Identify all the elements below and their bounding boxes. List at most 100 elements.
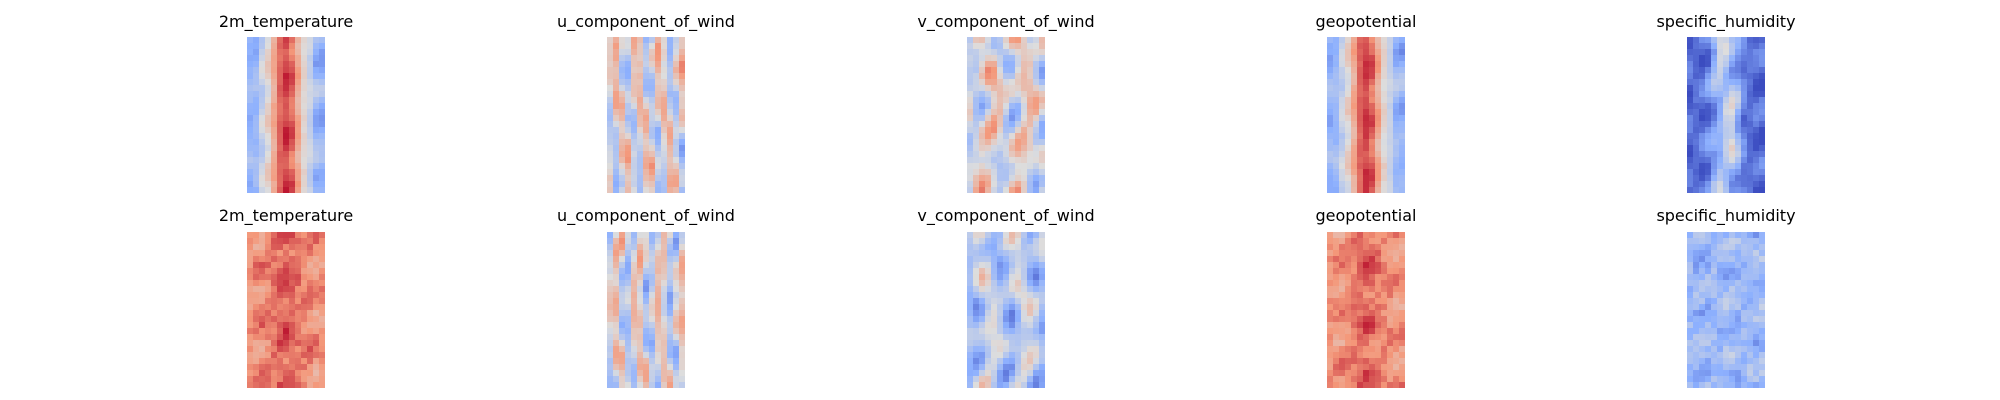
- heatmap-cell: [1747, 97, 1754, 104]
- heatmap-cell: [643, 139, 650, 146]
- heatmap-cell: [1369, 292, 1376, 299]
- heatmap-cell: [1345, 103, 1352, 110]
- heatmap-cell: [1705, 127, 1712, 134]
- heatmap-cell: [1339, 376, 1346, 383]
- heatmap-cell: [1747, 304, 1754, 311]
- heatmap-cell: [1705, 169, 1712, 176]
- heatmap-cell: [1705, 310, 1712, 317]
- heatmap-cell: [1687, 346, 1694, 353]
- heatmap-cell: [289, 358, 296, 365]
- heatmap-cell: [1717, 274, 1724, 281]
- heatmap-cell: [1387, 157, 1394, 164]
- heatmap-cell: [985, 151, 992, 158]
- heatmap-cell: [1735, 238, 1742, 245]
- heatmap-cell: [1333, 286, 1340, 293]
- heatmap-cell: [1327, 61, 1334, 68]
- heatmap-cell: [1711, 127, 1718, 134]
- heatmap-cell: [277, 79, 284, 86]
- heatmap-cell: [271, 376, 278, 383]
- heatmap-cell: [1327, 121, 1334, 128]
- heatmap-cell: [1687, 151, 1694, 158]
- heatmap-cell: [1039, 316, 1045, 323]
- heatmap-cell: [1369, 286, 1376, 293]
- heatmap-cell: [1735, 298, 1742, 305]
- heatmap-cell: [1009, 256, 1016, 263]
- heatmap-cell: [319, 67, 325, 74]
- heatmap-cell: [967, 97, 974, 104]
- heatmap-cell: [1009, 352, 1016, 359]
- heatmap-cell: [661, 67, 668, 74]
- heatmap-cell: [319, 268, 325, 275]
- heatmap-cell: [1717, 103, 1724, 110]
- heatmap-cell: [1759, 238, 1765, 245]
- heatmap-cell: [1399, 79, 1405, 86]
- heatmap-cell: [1039, 43, 1045, 50]
- heatmap-cell: [283, 187, 290, 193]
- heatmap-cell: [1747, 115, 1754, 122]
- heatmap-cell: [307, 115, 314, 122]
- heatmap-cell: [1333, 304, 1340, 311]
- heatmap-cell: [271, 256, 278, 263]
- heatmap-cell: [283, 85, 290, 92]
- heatmap-cell: [1327, 73, 1334, 80]
- heatmap-cell: [1375, 262, 1382, 269]
- heatmap-cell: [1375, 175, 1382, 182]
- heatmap-cell: [667, 310, 674, 317]
- heatmap-cell: [301, 322, 308, 329]
- heatmap-cell: [289, 175, 296, 182]
- heatmap-cell: [1723, 109, 1730, 116]
- heatmap-cell: [631, 61, 638, 68]
- heatmap-cell: [1351, 91, 1358, 98]
- heatmap-cell: [649, 43, 656, 50]
- heatmap-cell: [967, 298, 974, 305]
- heatmap-cell: [1387, 364, 1394, 371]
- heatmap-cell: [307, 298, 314, 305]
- heatmap-cell: [625, 244, 632, 251]
- heatmap-cell: [259, 268, 266, 275]
- heatmap-cell: [1759, 139, 1765, 146]
- heatmap-cell: [307, 244, 314, 251]
- heatmap-cell: [1747, 139, 1754, 146]
- heatmap-cell: [1327, 268, 1334, 275]
- heatmap-cell: [649, 121, 656, 128]
- heatmap-cell: [1033, 55, 1040, 62]
- heatmap-cell: [1339, 79, 1346, 86]
- heatmap-cell: [625, 139, 632, 146]
- heatmap-cell: [1717, 175, 1724, 182]
- heatmap-cell: [1039, 121, 1045, 128]
- heatmap-cell: [1747, 55, 1754, 62]
- heatmap-cell: [319, 322, 325, 329]
- heatmap-cell: [283, 238, 290, 245]
- heatmap-cell: [643, 97, 650, 104]
- heatmap-cell: [1339, 169, 1346, 176]
- heatmap-cell: [1033, 358, 1040, 365]
- heatmap-cell: [1747, 157, 1754, 164]
- heatmap-cell: [295, 73, 302, 80]
- heatmap-cell: [967, 91, 974, 98]
- heatmap-cell: [1393, 43, 1400, 50]
- heatmap-cell: [661, 328, 668, 335]
- heatmap-cell: [1351, 145, 1358, 152]
- heatmap-cell: [1759, 310, 1765, 317]
- heatmap-cell: [661, 268, 668, 275]
- heatmap-cell: [1687, 376, 1694, 383]
- heatmap-cell: [1723, 175, 1730, 182]
- heatmap-cell: [1759, 340, 1765, 347]
- heatmap-cell: [1039, 340, 1045, 347]
- heatmap-cell: [277, 364, 284, 371]
- heatmap-cell: [1747, 181, 1754, 188]
- heatmap-cell: [991, 37, 998, 44]
- heatmap-cell: [1753, 73, 1760, 80]
- heatmap-cell: [1387, 151, 1394, 158]
- heatmap-cell: [265, 145, 272, 152]
- heatmap-cell: [1693, 85, 1700, 92]
- heatmap-cell: [1729, 280, 1736, 287]
- heatmap-cell: [679, 250, 685, 257]
- heatmap-cell: [1039, 181, 1045, 188]
- heatmap-cell: [619, 49, 626, 56]
- heatmap-cell: [1723, 49, 1730, 56]
- heatmap-cell: [661, 43, 668, 50]
- heatmap-cell: [1711, 298, 1718, 305]
- heatmap-cell: [1339, 316, 1346, 323]
- heatmap-cell: [1363, 286, 1370, 293]
